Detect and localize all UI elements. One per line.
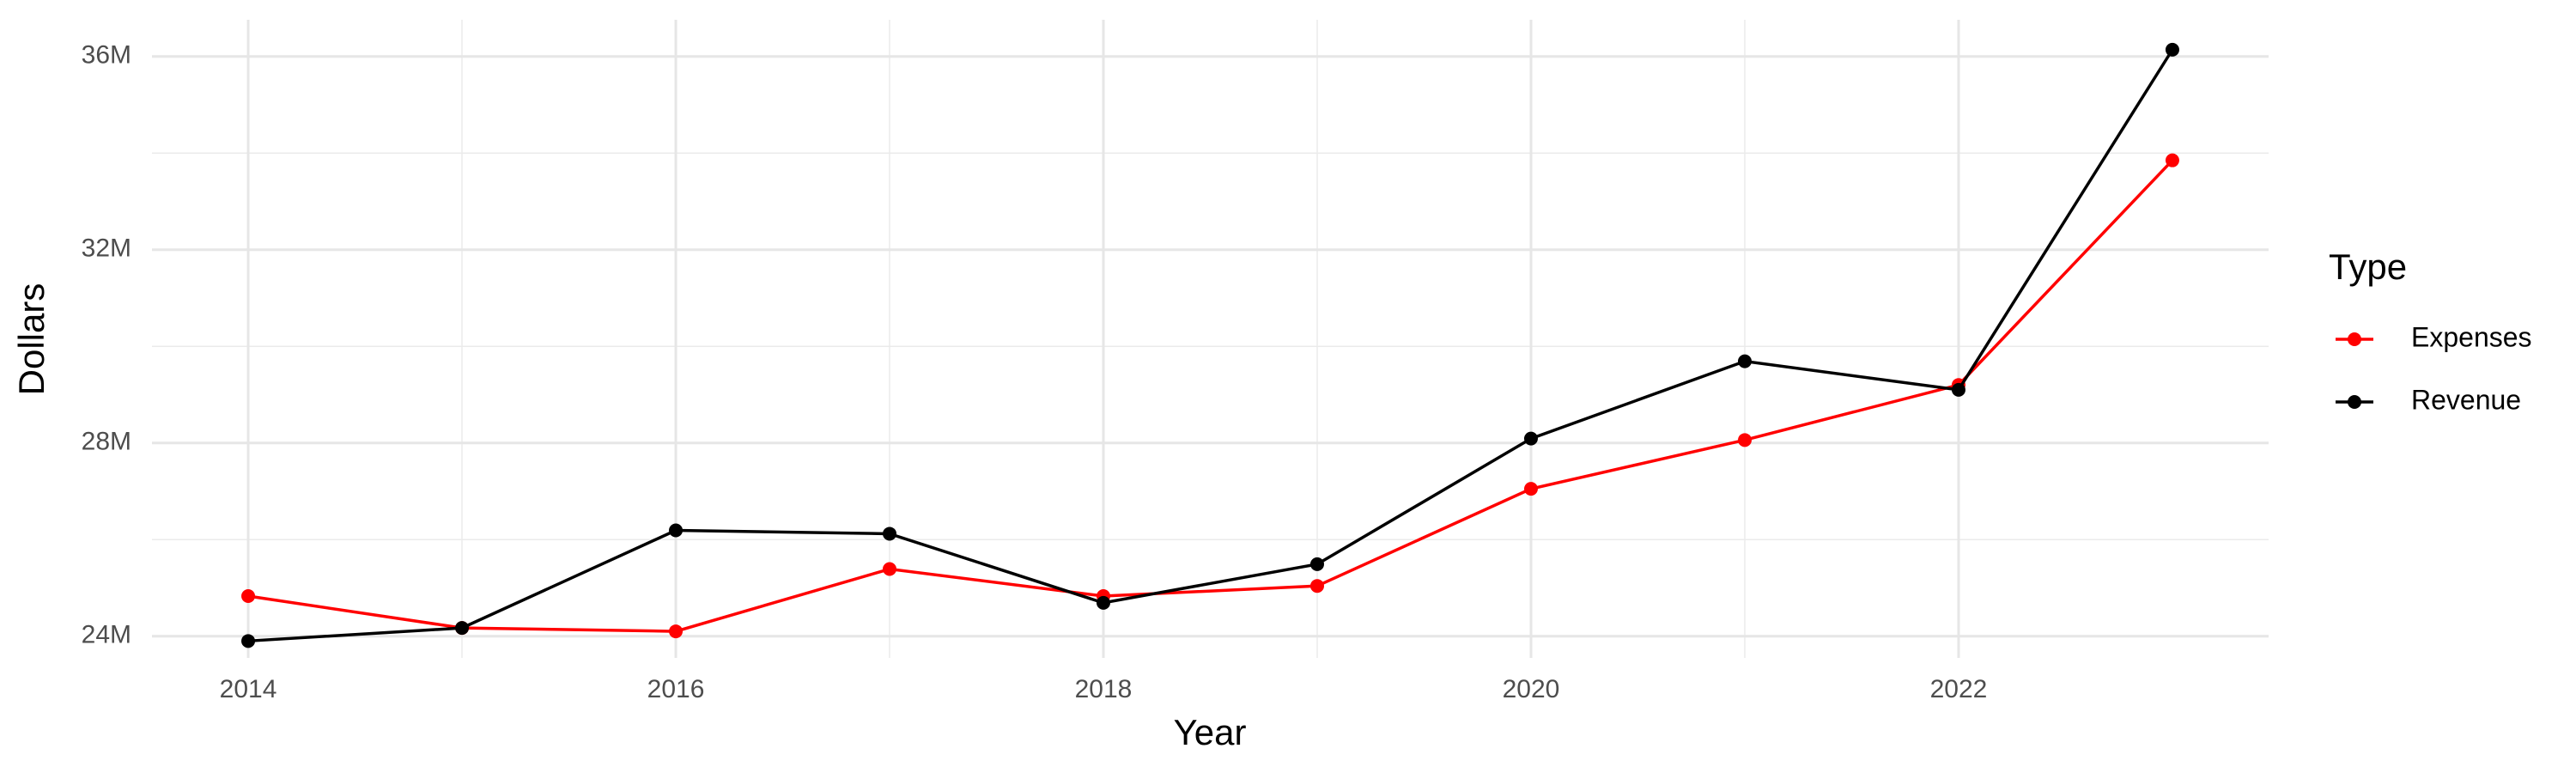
- data-point: [1309, 579, 1324, 593]
- x-tick-label: 2020: [1503, 675, 1560, 703]
- data-point: [883, 526, 897, 541]
- x-axis-title: Year: [1174, 712, 1247, 752]
- data-point: [2165, 42, 2179, 57]
- data-point: [2165, 153, 2179, 167]
- x-tick-label: 2016: [647, 675, 705, 703]
- series-line: [247, 159, 2174, 633]
- y-tick-label: 36M: [82, 41, 131, 70]
- x-tick-label: 2018: [1075, 675, 1133, 703]
- x-tick-label: 2022: [1930, 675, 1988, 703]
- data-point: [241, 634, 256, 648]
- legend-label: Expenses: [2411, 321, 2532, 352]
- data-point: [883, 562, 897, 576]
- data-point: [1523, 431, 1538, 446]
- data-point: [1523, 482, 1538, 496]
- data-point: [1737, 354, 1752, 368]
- legend-label: Revenue: [2411, 384, 2521, 415]
- data-point: [241, 589, 256, 604]
- y-tick-label: 24M: [82, 621, 131, 649]
- legend-swatch-point: [2348, 395, 2361, 409]
- y-axis-title: Dollars: [11, 283, 52, 396]
- y-tick-label: 28M: [82, 428, 131, 456]
- x-tick-label: 2014: [220, 675, 277, 703]
- grid: [152, 20, 2269, 658]
- data-point: [1951, 382, 1965, 397]
- data-point: [1097, 595, 1111, 610]
- series-line: [247, 48, 2174, 643]
- data-point: [669, 624, 683, 639]
- data-point: [1309, 557, 1324, 571]
- data-point: [455, 621, 470, 636]
- legend: Type Expenses Revenue: [2329, 247, 2532, 415]
- y-tick-label: 32M: [82, 234, 131, 263]
- legend-swatch-point: [2348, 332, 2361, 346]
- legend-title: Type: [2329, 247, 2407, 287]
- data-point: [1737, 433, 1752, 447]
- plot-area: [241, 42, 2179, 648]
- data-point: [669, 523, 683, 538]
